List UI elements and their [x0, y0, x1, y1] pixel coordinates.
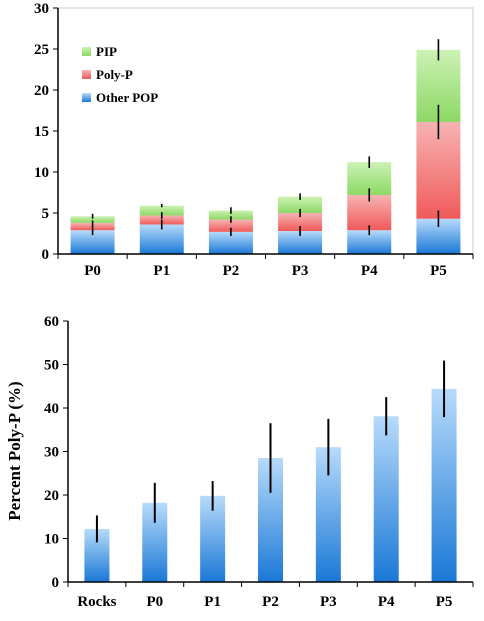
y-tick-label: 60 — [44, 314, 59, 330]
x-tick-label: P0 — [146, 594, 163, 610]
y-tick-label: 5 — [42, 206, 50, 222]
plot-frame — [57, 7, 474, 255]
legend-swatch — [82, 93, 91, 102]
bar-segment-pip — [70, 216, 115, 223]
y-tick-label: 10 — [44, 532, 59, 548]
y-tick-label: 30 — [44, 445, 59, 461]
bar — [431, 388, 457, 582]
y-tick-label: 15 — [34, 124, 49, 140]
bar-segment-poly-p — [278, 213, 323, 232]
y-tick-label: 20 — [34, 83, 49, 99]
bar-segment-poly-p — [208, 219, 253, 232]
bar — [373, 416, 399, 582]
bar-segment-other-pop — [347, 230, 392, 254]
y-tick-label: 20 — [44, 488, 59, 504]
y-tick-label: 10 — [34, 165, 49, 181]
y-tick-label: 40 — [44, 401, 59, 417]
legend-swatch — [82, 70, 91, 79]
y-tick-label: 25 — [34, 42, 49, 58]
x-tick-label: P3 — [292, 263, 309, 279]
y-tick-label: 50 — [44, 358, 59, 374]
y-tick-label: 0 — [52, 575, 60, 591]
bar-segment-other-pop — [278, 231, 323, 254]
x-tick-label: P0 — [84, 263, 101, 279]
bar-segment-pip — [139, 205, 184, 216]
x-tick-label: P5 — [430, 263, 447, 279]
x-tick-label: P1 — [153, 263, 170, 279]
bar-segment-other-pop — [70, 230, 115, 254]
stacked-bar-chart: 0 5 10 15 20 25 30 P0 P1 P2 P3 P4 P5 PIP Poly-P Other … — [34, 1, 474, 279]
x-tick-label: P1 — [204, 594, 221, 610]
legend-label: Poly-P — [96, 67, 133, 82]
x-tick-label: P3 — [320, 594, 337, 610]
y-tick-label: 0 — [42, 247, 50, 263]
legend-label: PIP — [96, 44, 117, 59]
legend: PIP Poly-P Other POP — [82, 44, 158, 105]
bar-segment-pip — [208, 210, 253, 220]
x-tick-label: P4 — [361, 263, 378, 279]
x-tick-label: P2 — [223, 263, 240, 279]
bar-segment-pip — [278, 196, 323, 213]
x-tick-label: P2 — [262, 594, 279, 610]
x-tick-label: P4 — [378, 594, 395, 610]
legend-label: Other POP — [96, 90, 158, 105]
percent-polyp-bar-chart: 0 10 20 30 40 50 60 Rocks P0 P1 P2 P3 P4 P5 Percent P… — [5, 314, 474, 610]
x-tick-label: P5 — [436, 594, 453, 610]
x-tick-label: Rocks — [77, 594, 116, 610]
bar-segment-other-pop — [208, 231, 253, 254]
legend-swatch — [82, 47, 91, 56]
y-axis-title: Percent Poly-P (%) — [5, 381, 24, 520]
y-tick-label: 30 — [34, 1, 49, 17]
